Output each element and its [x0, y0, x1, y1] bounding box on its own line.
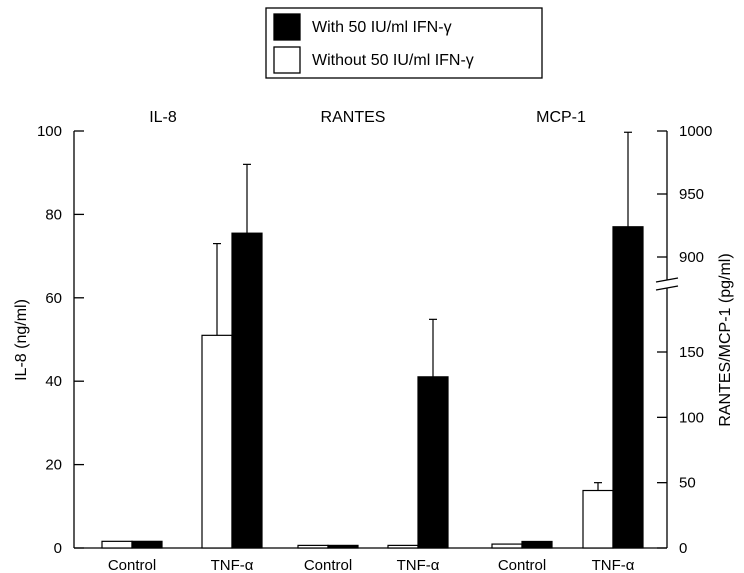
- left-axis-title: IL-8 (ng/ml): [13, 299, 30, 381]
- right-tick-label: 0: [679, 540, 687, 557]
- legend-box: [265, 7, 543, 79]
- category-label: TNF-α: [397, 557, 440, 573]
- bar-with: [521, 540, 553, 549]
- left-tick-label: 100: [37, 123, 62, 140]
- bar-without: [491, 543, 523, 549]
- category-label: TNF-α: [211, 557, 254, 573]
- panel-label: RANTES: [321, 109, 386, 126]
- right-tick-label: 900: [679, 249, 704, 266]
- bar-with: [231, 232, 263, 549]
- axis-break-mark-2: [655, 285, 679, 291]
- category-label: Control: [304, 557, 352, 573]
- left-tick-label: 20: [45, 457, 62, 474]
- left-tick-label: 60: [45, 290, 62, 307]
- bar-with: [417, 376, 449, 549]
- axis-break-mark-1: [655, 277, 679, 283]
- right-axis-title: RANTES/MCP-1 (pg/ml): [717, 253, 734, 426]
- bar-without: [201, 334, 233, 549]
- bar-with: [327, 544, 359, 549]
- panel-label: MCP-1: [536, 109, 586, 126]
- bar-without: [101, 540, 133, 549]
- left-tick-label: 80: [45, 206, 62, 223]
- right-tick-label: 950: [679, 186, 704, 203]
- category-label: Control: [108, 557, 156, 573]
- left-tick-label: 40: [45, 373, 62, 390]
- left-tick-label: 0: [54, 540, 62, 557]
- right-tick-label: 100: [679, 409, 704, 426]
- bar-without: [582, 489, 614, 549]
- right-tick-label: 150: [679, 344, 704, 361]
- legend-swatch-without: [273, 46, 301, 74]
- right-tick-label: 1000: [679, 123, 712, 140]
- legend-swatch-with: [273, 13, 301, 41]
- bar-with: [131, 540, 163, 549]
- category-label: Control: [498, 557, 546, 573]
- right-tick-label: 50: [679, 475, 696, 492]
- bar-with: [612, 226, 644, 549]
- legend: With 50 IU/ml IFN-γ Without 50 IU/ml IFN…: [265, 7, 543, 79]
- bar-without: [387, 544, 419, 549]
- bar-without: [297, 544, 329, 549]
- legend-label-with: With 50 IU/ml IFN-γ: [312, 19, 452, 36]
- category-label: TNF-α: [592, 557, 635, 573]
- panel-label: IL-8: [149, 109, 177, 126]
- legend-label-without: Without 50 IU/ml IFN-γ: [312, 52, 474, 69]
